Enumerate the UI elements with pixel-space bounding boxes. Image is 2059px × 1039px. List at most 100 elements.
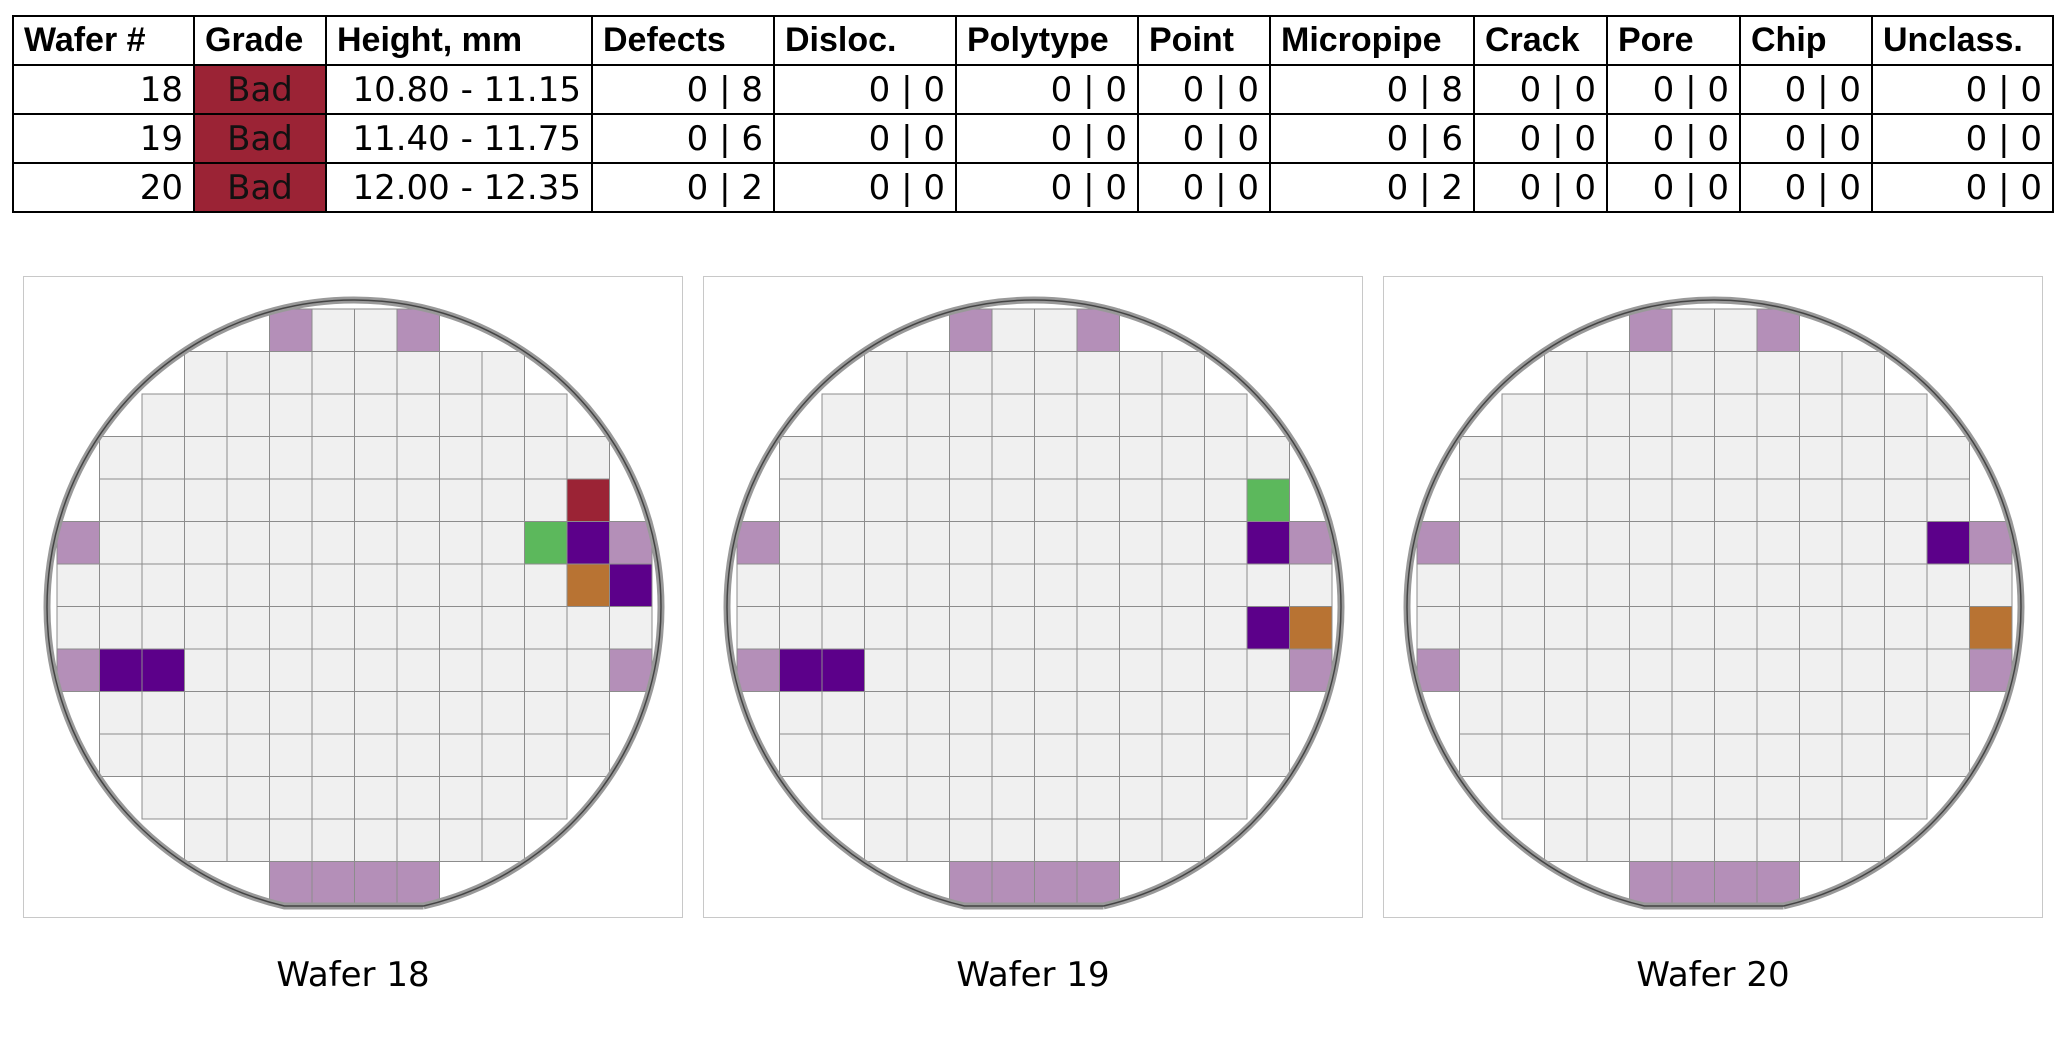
die-cell xyxy=(226,436,270,480)
die-cell xyxy=(141,393,185,437)
die-cell xyxy=(1714,436,1758,480)
die-cell xyxy=(396,351,440,395)
die-cell xyxy=(949,648,993,692)
die-cell xyxy=(1629,648,1673,692)
die-cell xyxy=(1841,818,1885,862)
die-cell xyxy=(1841,521,1885,565)
die-cell xyxy=(1926,478,1970,522)
die-cell xyxy=(269,521,313,565)
die-cell xyxy=(226,478,270,522)
die-cell xyxy=(1034,436,1078,480)
cell-defects: 0 | 2 xyxy=(591,162,775,213)
die-cell xyxy=(906,733,950,777)
die-cell-defect-orange xyxy=(1289,606,1333,650)
die-cell xyxy=(1034,351,1078,395)
cell-height: 10.80 - 11.15 xyxy=(325,64,593,115)
die-cell xyxy=(1076,393,1120,437)
table-row: 20 Bad 12.00 - 12.35 0 | 2 0 | 0 0 | 0 0… xyxy=(12,162,2054,213)
die-cell-edge xyxy=(269,861,313,905)
cell-pore: 0 | 0 xyxy=(1606,64,1741,115)
die-cell xyxy=(1671,478,1715,522)
header-height: Height, mm xyxy=(325,15,593,66)
die-cell xyxy=(779,521,823,565)
die-cell xyxy=(396,776,440,820)
die-cell xyxy=(354,351,398,395)
die-cell xyxy=(949,351,993,395)
die-cell xyxy=(269,733,313,777)
die-cell-edge xyxy=(1416,648,1460,692)
die-cell xyxy=(1459,436,1503,480)
die-cell xyxy=(1756,733,1800,777)
cell-height: 11.40 - 11.75 xyxy=(325,113,593,164)
die-cell xyxy=(991,648,1035,692)
die-cell xyxy=(226,776,270,820)
die-cell xyxy=(949,691,993,735)
die-cell xyxy=(1756,691,1800,735)
die-cell-defect-purple xyxy=(566,521,610,565)
die-cell xyxy=(184,606,228,650)
wafer-caption-19: Wafer 19 xyxy=(956,955,1110,995)
die-cell xyxy=(1246,691,1290,735)
die-cell-edge xyxy=(736,648,780,692)
die-cell xyxy=(439,733,483,777)
die-cell-defect-orange xyxy=(1969,606,2013,650)
die-cell xyxy=(269,606,313,650)
die-cell xyxy=(1629,818,1673,862)
die-cell xyxy=(1926,691,1970,735)
die-cell xyxy=(1034,776,1078,820)
die-cell xyxy=(1884,691,1928,735)
die-cell xyxy=(1161,648,1205,692)
die-cell xyxy=(481,691,525,735)
die-cell xyxy=(1714,308,1758,352)
die-cell xyxy=(1416,606,1460,650)
die-cell xyxy=(1034,606,1078,650)
die-cell xyxy=(524,733,568,777)
die-cell xyxy=(1544,818,1588,862)
cell-polytype: 0 | 0 xyxy=(955,113,1139,164)
die-cell xyxy=(1926,733,1970,777)
die-cell xyxy=(864,478,908,522)
die-cell xyxy=(524,563,568,607)
die-cell xyxy=(311,521,355,565)
die-cell xyxy=(1799,521,1843,565)
die-cell xyxy=(311,818,355,862)
die-cell xyxy=(1119,776,1163,820)
die-cell-edge xyxy=(56,648,100,692)
die-cell-edge xyxy=(609,521,653,565)
die-cell xyxy=(1076,648,1120,692)
die-cell xyxy=(779,478,823,522)
die-cell xyxy=(821,436,865,480)
die-cell xyxy=(1799,351,1843,395)
die-cell xyxy=(1714,818,1758,862)
die-cell xyxy=(1544,563,1588,607)
die-cell xyxy=(906,563,950,607)
wafer-outline-edge xyxy=(726,299,1342,907)
die-cell xyxy=(354,436,398,480)
cell-crack: 0 | 0 xyxy=(1473,113,1608,164)
die-cell xyxy=(1246,648,1290,692)
die-cell xyxy=(1714,351,1758,395)
header-wafer-number: Wafer # xyxy=(12,15,195,66)
cell-polytype: 0 | 0 xyxy=(955,64,1139,115)
die-cell xyxy=(821,563,865,607)
die-cell-edge xyxy=(609,648,653,692)
die-cell xyxy=(1204,691,1248,735)
die-cell xyxy=(439,393,483,437)
die-cell xyxy=(1671,563,1715,607)
die-cell xyxy=(906,436,950,480)
die-cell xyxy=(1544,393,1588,437)
die-cell xyxy=(184,351,228,395)
die-cell xyxy=(269,776,313,820)
die-cell xyxy=(1544,521,1588,565)
die-cell xyxy=(906,521,950,565)
die-cell xyxy=(1501,478,1545,522)
die-cell xyxy=(1119,691,1163,735)
cell-defects: 0 | 6 xyxy=(591,113,775,164)
die-cell xyxy=(949,818,993,862)
die-cell xyxy=(99,606,143,650)
die-cell xyxy=(1076,351,1120,395)
die-cell xyxy=(1884,776,1928,820)
die-cell xyxy=(354,691,398,735)
die-cell xyxy=(906,691,950,735)
die-cell xyxy=(396,648,440,692)
